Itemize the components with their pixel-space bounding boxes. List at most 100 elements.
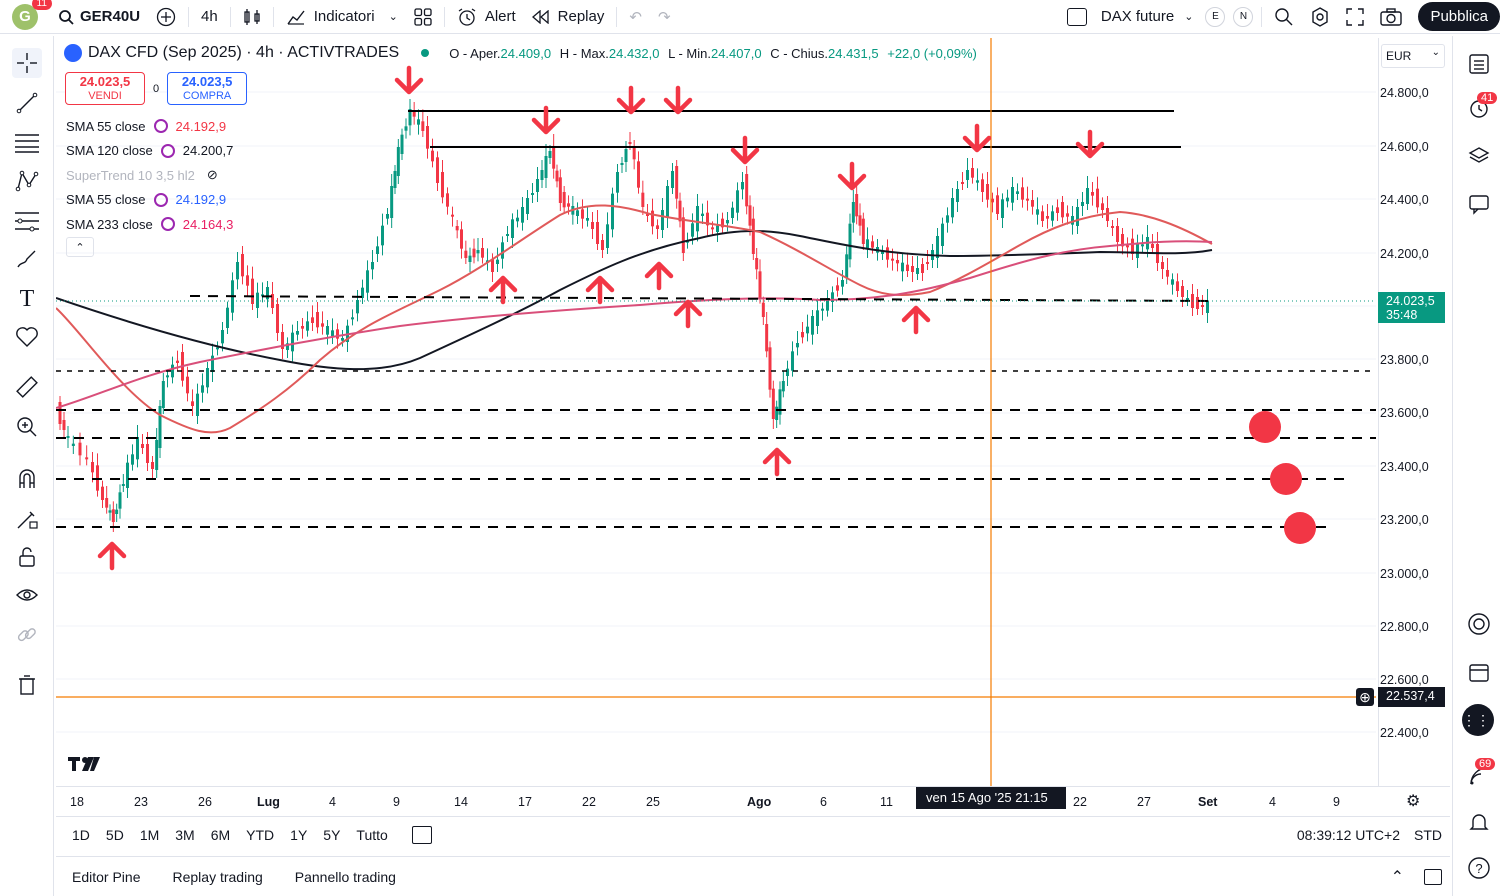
candle-body: [1101, 203, 1104, 210]
chart-type-button[interactable]: [235, 0, 269, 34]
publish-button[interactable]: Pubblica: [1418, 2, 1500, 31]
settings-gear-icon[interactable]: [1302, 0, 1338, 34]
alert-button[interactable]: Alert: [449, 0, 524, 34]
indicator-name: SMA 120 close: [66, 143, 153, 159]
redo-icon[interactable]: ↷: [657, 8, 671, 26]
replay-button[interactable]: Replay: [524, 0, 613, 34]
lock-icon[interactable]: [12, 542, 42, 572]
clock-label[interactable]: 08:39:12 UTC+2: [1296, 826, 1400, 843]
brush-icon[interactable]: [12, 244, 42, 274]
add-symbol-button[interactable]: [148, 0, 184, 34]
trend-line-icon[interactable]: [12, 88, 42, 118]
undo-icon[interactable]: ↶: [629, 8, 642, 26]
range-all-button[interactable]: Tutto: [356, 826, 388, 843]
watchlist-icon[interactable]: [1465, 50, 1493, 78]
layouts-button[interactable]: [406, 0, 440, 34]
candle-body: [281, 332, 284, 349]
candle-body: [296, 331, 299, 335]
maximize-panel-icon[interactable]: [1424, 868, 1442, 885]
chat-icon[interactable]: [1465, 190, 1493, 218]
buy-button[interactable]: 24.023,5 COMPRA: [167, 72, 248, 105]
range-1m-button[interactable]: 1M: [139, 826, 160, 843]
tab-pine-editor[interactable]: Editor Pine: [72, 868, 141, 885]
pencil-lock-icon[interactable]: [12, 504, 42, 534]
range-6m-button[interactable]: 6M: [210, 826, 231, 843]
time-tick: 22: [1073, 795, 1087, 809]
range-1y-button[interactable]: 1Y: [290, 826, 308, 843]
collapse-legend-button[interactable]: ⌃: [66, 237, 94, 257]
symbol-search-button[interactable]: GER40U: [50, 0, 148, 34]
eye-icon[interactable]: [12, 580, 42, 610]
help-icon[interactable]: ?: [1465, 854, 1493, 882]
quick-search-icon[interactable]: [1266, 0, 1302, 34]
candle-body: [1056, 207, 1059, 213]
eye-hidden-icon: ⊘: [206, 167, 218, 183]
candle-body: [158, 406, 162, 448]
indicator-row[interactable]: SMA 55 close 24.192,9: [66, 188, 233, 213]
candle-body: [736, 190, 739, 213]
chevron-down-icon: ⌄: [1184, 11, 1194, 23]
time-tick: 22: [582, 795, 596, 809]
candle-body: [586, 218, 589, 221]
tab-trading-panel[interactable]: Pannello trading: [294, 868, 396, 885]
layers-icon[interactable]: [1465, 142, 1493, 170]
chevron-up-icon[interactable]: ⌃: [1390, 868, 1404, 886]
time-tick: 26: [198, 795, 212, 809]
time-axis[interactable]: 18 23 26 Lug 4 9 14 17 22 25 Ago 6 11 22…: [56, 786, 1450, 814]
range-1d-button[interactable]: 1D: [72, 826, 90, 843]
target-icon[interactable]: [1465, 610, 1493, 638]
candle-body: [1171, 279, 1174, 285]
calendar-icon[interactable]: [1465, 658, 1493, 686]
apps-grid-icon[interactable]: ⋮⋮⋮: [1462, 704, 1500, 736]
fullscreen-icon[interactable]: [1338, 0, 1372, 34]
heart-icon[interactable]: [12, 322, 42, 352]
time-tick: 9: [1333, 795, 1340, 809]
horizontal-lines-icon[interactable]: [12, 128, 42, 158]
axis-settings-icon[interactable]: ⚙: [1406, 793, 1421, 810]
earnings-badge[interactable]: E: [1205, 6, 1226, 27]
ohlc-values: O - Aper.24.409,0 H - Max.24.432,0 L - M…: [449, 46, 977, 61]
indicators-button[interactable]: Indicatori ⌄: [278, 0, 406, 34]
session-label[interactable]: STD: [1414, 826, 1442, 843]
grid-lines: [56, 91, 1376, 733]
forecast-icon[interactable]: [12, 206, 42, 236]
bell-icon[interactable]: [1465, 808, 1493, 836]
pattern-icon[interactable]: [12, 166, 42, 196]
price-chart[interactable]: [56, 38, 1376, 786]
camera-icon[interactable]: [1372, 0, 1410, 34]
indicator-row[interactable]: SMA 233 close 24.164,3: [66, 212, 233, 237]
candle-body: [417, 119, 420, 125]
interval-button[interactable]: 4h: [201, 8, 218, 25]
indicator-row[interactable]: SMA 120 close 24.200,7: [66, 139, 233, 164]
ruler-icon[interactable]: [12, 372, 42, 402]
candle-body: [58, 402, 62, 424]
range-5y-button[interactable]: 5Y: [323, 826, 341, 843]
price-axis[interactable]: EUR ⌄: [1378, 38, 1450, 786]
text-icon[interactable]: T: [19, 285, 35, 312]
range-5d-button[interactable]: 5D: [105, 826, 124, 843]
range-ytd-button[interactable]: YTD: [246, 826, 275, 843]
add-level-icon[interactable]: ⊕: [1356, 688, 1374, 706]
tab-replay-trading[interactable]: Replay trading: [172, 868, 263, 885]
indicator-row[interactable]: SuperTrend 10 3,5 hl2 ⊘: [66, 163, 233, 188]
compare-symbol-label: DAX future: [1100, 8, 1175, 25]
candle-body: [711, 227, 714, 230]
candle-body: [146, 444, 149, 463]
candle-body: [548, 151, 552, 158]
currency-select[interactable]: EUR ⌄: [1381, 44, 1445, 68]
candle-body: [656, 225, 659, 229]
link-icon[interactable]: [12, 620, 42, 650]
sell-button[interactable]: 24.023,5 VENDI: [65, 72, 145, 105]
close-label: C - Chius.: [770, 45, 828, 61]
date-range-icon[interactable]: [411, 825, 432, 844]
range-3m-button[interactable]: 3M: [175, 826, 195, 843]
crosshair-icon[interactable]: [12, 48, 42, 78]
compare-symbol-button[interactable]: DAX future ⌄: [1059, 0, 1202, 34]
candle-body: [601, 240, 604, 250]
zoom-in-icon[interactable]: [12, 412, 42, 442]
news-badge[interactable]: N: [1233, 6, 1254, 27]
trash-icon[interactable]: [12, 670, 42, 700]
indicator-row[interactable]: SMA 55 close 24.192,9: [66, 114, 233, 139]
magnet-icon[interactable]: [12, 464, 42, 494]
user-avatar[interactable]: G 11: [12, 0, 52, 30]
